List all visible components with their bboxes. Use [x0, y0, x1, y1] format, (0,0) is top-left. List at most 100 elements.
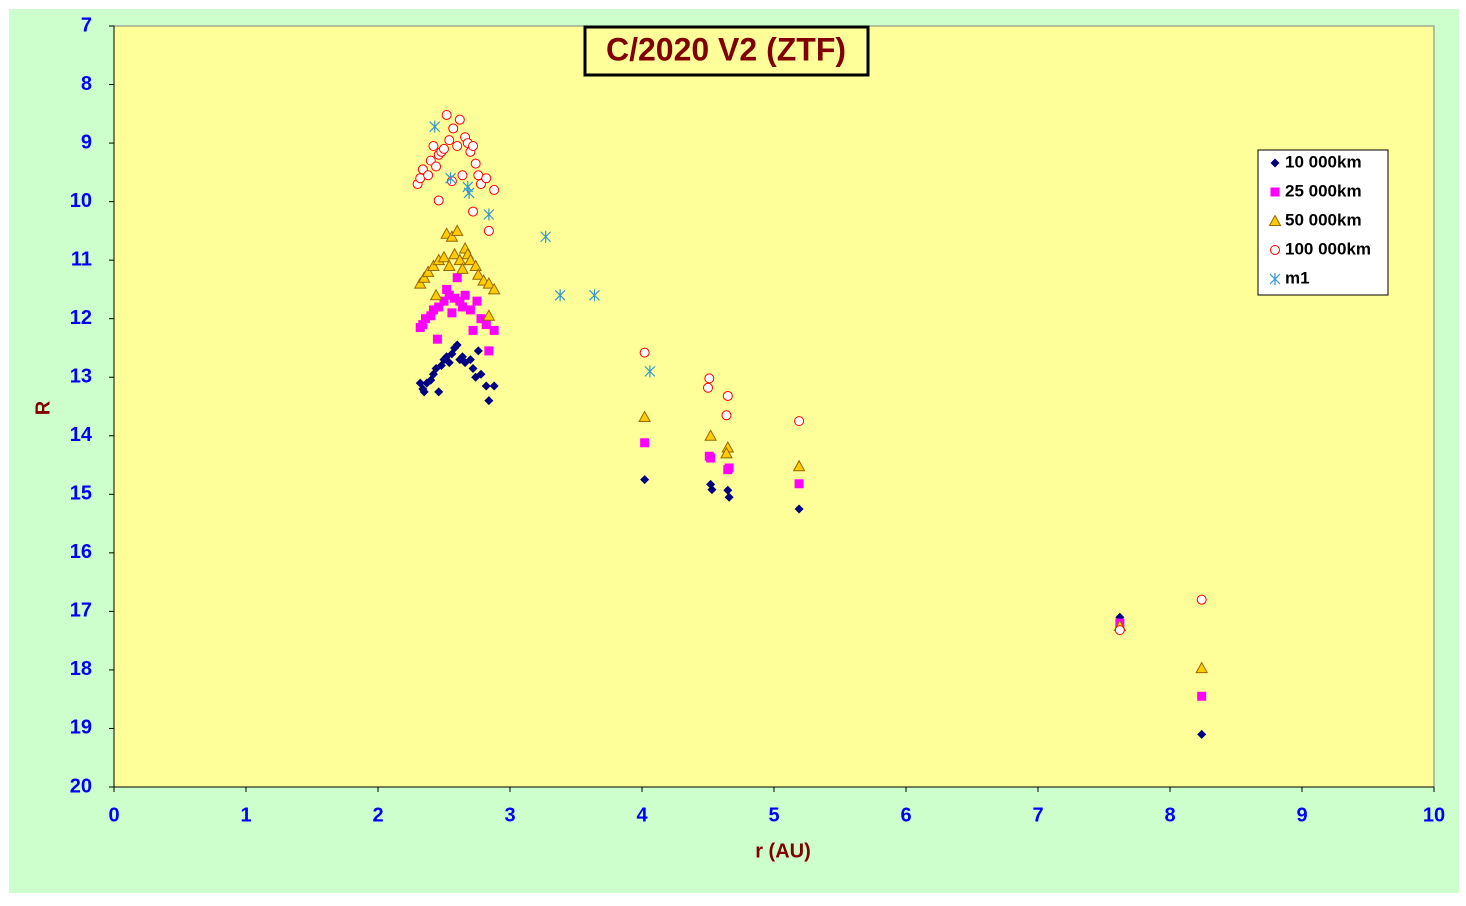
legend-label: 10 000km: [1285, 152, 1362, 171]
point: [439, 296, 449, 306]
point: [445, 172, 457, 185]
point: [469, 259, 483, 272]
point: [454, 114, 465, 125]
point: [1196, 594, 1207, 605]
point: [724, 463, 734, 473]
point: [448, 247, 461, 260]
point: [437, 250, 451, 263]
point: [427, 259, 440, 272]
point: [471, 268, 485, 280]
y-tick-label: 12: [70, 307, 92, 329]
y-tick-label: 10: [70, 190, 92, 212]
legend-marker: [1269, 273, 1281, 285]
point: [483, 208, 495, 221]
point: [704, 429, 717, 441]
point: [707, 485, 717, 495]
y-tick-label: 15: [70, 483, 92, 505]
x-tick-label: 2: [372, 804, 383, 826]
point: [468, 325, 478, 335]
plot-area: [113, 25, 1435, 788]
legend-marker: [1268, 214, 1282, 226]
point: [446, 176, 457, 187]
point: [792, 459, 806, 472]
point: [468, 141, 479, 152]
point: [723, 485, 733, 495]
point: [1195, 661, 1209, 674]
point: [447, 308, 457, 318]
x-tick-label: 8: [1164, 804, 1175, 826]
point: [489, 184, 500, 195]
point: [484, 396, 494, 406]
point: [456, 262, 469, 274]
legend-label: 50 000km: [1285, 210, 1362, 229]
point: [421, 314, 431, 324]
x-axis-label: r (AU): [755, 840, 811, 862]
y-tick-label: 19: [70, 717, 92, 739]
legend-label: 25 000km: [1285, 181, 1362, 200]
point: [460, 290, 470, 300]
x-tick-label: 4: [636, 804, 648, 826]
point: [794, 479, 804, 489]
point: [441, 109, 452, 120]
point: [722, 390, 733, 401]
point: [450, 293, 460, 303]
point: [417, 271, 431, 283]
x-tick-label: 1: [240, 804, 251, 826]
point: [489, 325, 499, 335]
point: [476, 369, 486, 379]
y-tick-label: 9: [81, 131, 92, 153]
x-tick-label: 6: [900, 804, 911, 826]
point: [724, 492, 734, 502]
point: [418, 320, 428, 330]
point: [419, 387, 429, 397]
point: [481, 381, 491, 391]
y-tick-label: 7: [81, 14, 92, 36]
point: [439, 143, 449, 154]
point: [457, 170, 468, 181]
point: [704, 373, 715, 384]
point: [721, 410, 732, 421]
y-tick-label: 13: [70, 366, 92, 388]
x-tick-label: 0: [108, 804, 119, 826]
point: [433, 195, 444, 206]
legend-marker: [1270, 245, 1280, 255]
point: [445, 230, 459, 242]
point: [455, 296, 465, 306]
point: [794, 416, 805, 427]
point: [448, 123, 459, 134]
y-tick-label: 16: [70, 541, 92, 563]
point: [482, 277, 496, 289]
point: [481, 173, 492, 184]
point: [639, 347, 650, 358]
point: [794, 504, 804, 514]
legend-marker: [1270, 187, 1280, 197]
point: [706, 453, 716, 463]
x-tick-label: 9: [1296, 804, 1307, 826]
point: [413, 277, 427, 289]
point: [429, 120, 441, 133]
y-tick-label: 17: [70, 600, 92, 622]
y-tick-label: 14: [70, 424, 93, 446]
y-tick-label: 8: [81, 73, 92, 95]
point: [720, 446, 733, 459]
point: [429, 288, 443, 301]
legend-label: m1: [1285, 268, 1310, 287]
point: [452, 340, 462, 350]
point: [452, 273, 462, 283]
y-axis-label: R: [32, 400, 54, 415]
point: [450, 224, 464, 236]
point: [428, 141, 439, 152]
legend: [1257, 149, 1389, 296]
point: [423, 170, 434, 181]
point: [481, 320, 491, 330]
point: [428, 305, 438, 315]
point: [540, 230, 552, 243]
point: [640, 475, 650, 485]
point: [1197, 729, 1207, 739]
point: [452, 141, 463, 152]
point: [470, 158, 481, 169]
point: [644, 365, 656, 378]
point: [463, 186, 475, 199]
point: [444, 290, 454, 300]
